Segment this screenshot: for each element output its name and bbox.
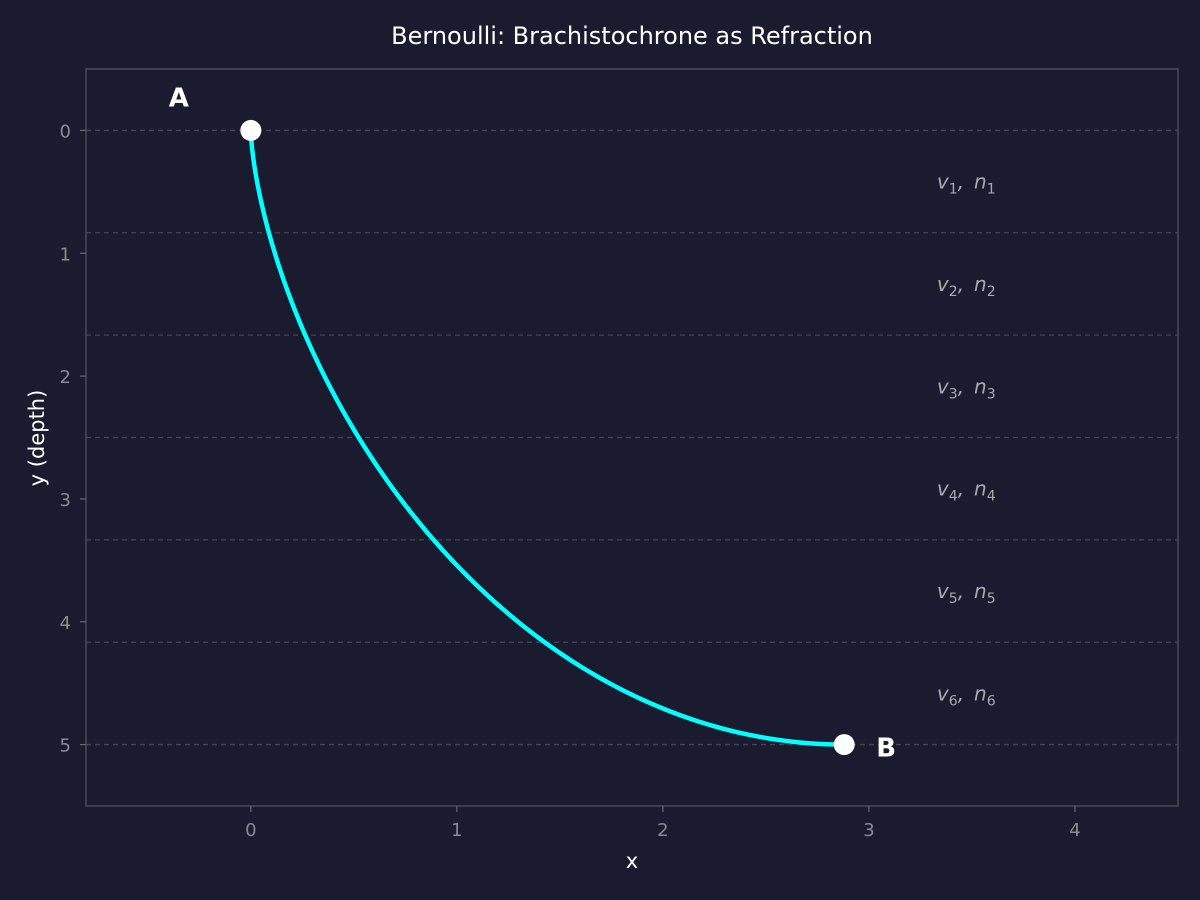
point-label-b: B (876, 734, 896, 764)
layer-index-symbol: n (974, 681, 987, 705)
point-label-a: A (169, 83, 189, 113)
layer-separator: , (958, 477, 974, 501)
y-axis-label: y (depth) (25, 390, 49, 487)
layer-separator: , (958, 374, 974, 398)
y-tick-label-1: 1 (60, 244, 71, 265)
layer-index-index: 6 (987, 693, 996, 709)
layer-separator: , (958, 579, 974, 603)
layer-velocity-symbol: v (937, 681, 950, 705)
layer-velocity-index: 6 (949, 693, 958, 709)
layer-label-3: v3, n3 (937, 374, 996, 402)
point-b (833, 734, 855, 756)
x-axis-ticks: 0 1 2 3 4 (245, 806, 1081, 841)
layer-index-index: 5 (987, 591, 996, 607)
layer-index-symbol: n (974, 272, 987, 296)
layer-label-4: v4, n4 (937, 477, 996, 505)
endpoints: AB (169, 83, 896, 763)
layer-label-6: v6, n6 (937, 681, 996, 709)
layer-velocity-index: 1 (949, 182, 958, 198)
layer-velocity-symbol: v (937, 579, 950, 603)
y-tick-label-5: 5 (60, 736, 71, 757)
layer-index-symbol: n (974, 579, 987, 603)
layer-velocity-symbol: v (937, 272, 950, 296)
layer-separator: , (958, 272, 974, 296)
layer-index-index: 2 (987, 284, 996, 300)
chart-title: Bernoulli: Brachistochrone as Refraction (391, 22, 873, 50)
layer-velocity-symbol: v (937, 477, 950, 501)
x-tick-label-2: 2 (657, 820, 668, 841)
layer-velocity-index: 4 (949, 489, 958, 505)
x-tick-label-4: 4 (1069, 820, 1080, 841)
y-tick-label-2: 2 (60, 367, 71, 388)
y-axis-ticks: 0 1 2 3 4 5 (60, 121, 86, 757)
layer-label-5: v5, n5 (937, 579, 996, 607)
layer-label-1: v1, n1 (937, 170, 996, 198)
layer-index-index: 3 (987, 386, 996, 402)
layer-index-symbol: n (974, 374, 987, 398)
x-axis-label: x (626, 849, 638, 873)
layer-velocity-symbol: v (937, 374, 950, 398)
x-tick-label-3: 3 (863, 820, 874, 841)
y-tick-label-4: 4 (60, 613, 71, 634)
layer-index-index: 1 (987, 182, 996, 198)
layer-index-index: 4 (987, 489, 996, 505)
x-tick-label-0: 0 (245, 820, 256, 841)
plot-frame (85, 68, 1179, 807)
brachistochrone-curve (248, 128, 847, 747)
layer-velocity-index: 3 (949, 386, 958, 402)
x-tick-label-1: 1 (451, 820, 462, 841)
layer-index-symbol: n (974, 477, 987, 501)
layer-velocity-index: 5 (949, 591, 958, 607)
layer-separator: , (958, 681, 974, 705)
layer-velocity-symbol: v (937, 170, 950, 194)
layer-separator: , (958, 170, 974, 194)
layer-label-2: v2, n2 (937, 272, 996, 300)
y-tick-label-0: 0 (60, 121, 71, 142)
point-a (240, 119, 262, 141)
y-tick-label-3: 3 (60, 490, 71, 511)
layer-index-symbol: n (974, 170, 987, 194)
layer-velocity-index: 2 (949, 284, 958, 300)
